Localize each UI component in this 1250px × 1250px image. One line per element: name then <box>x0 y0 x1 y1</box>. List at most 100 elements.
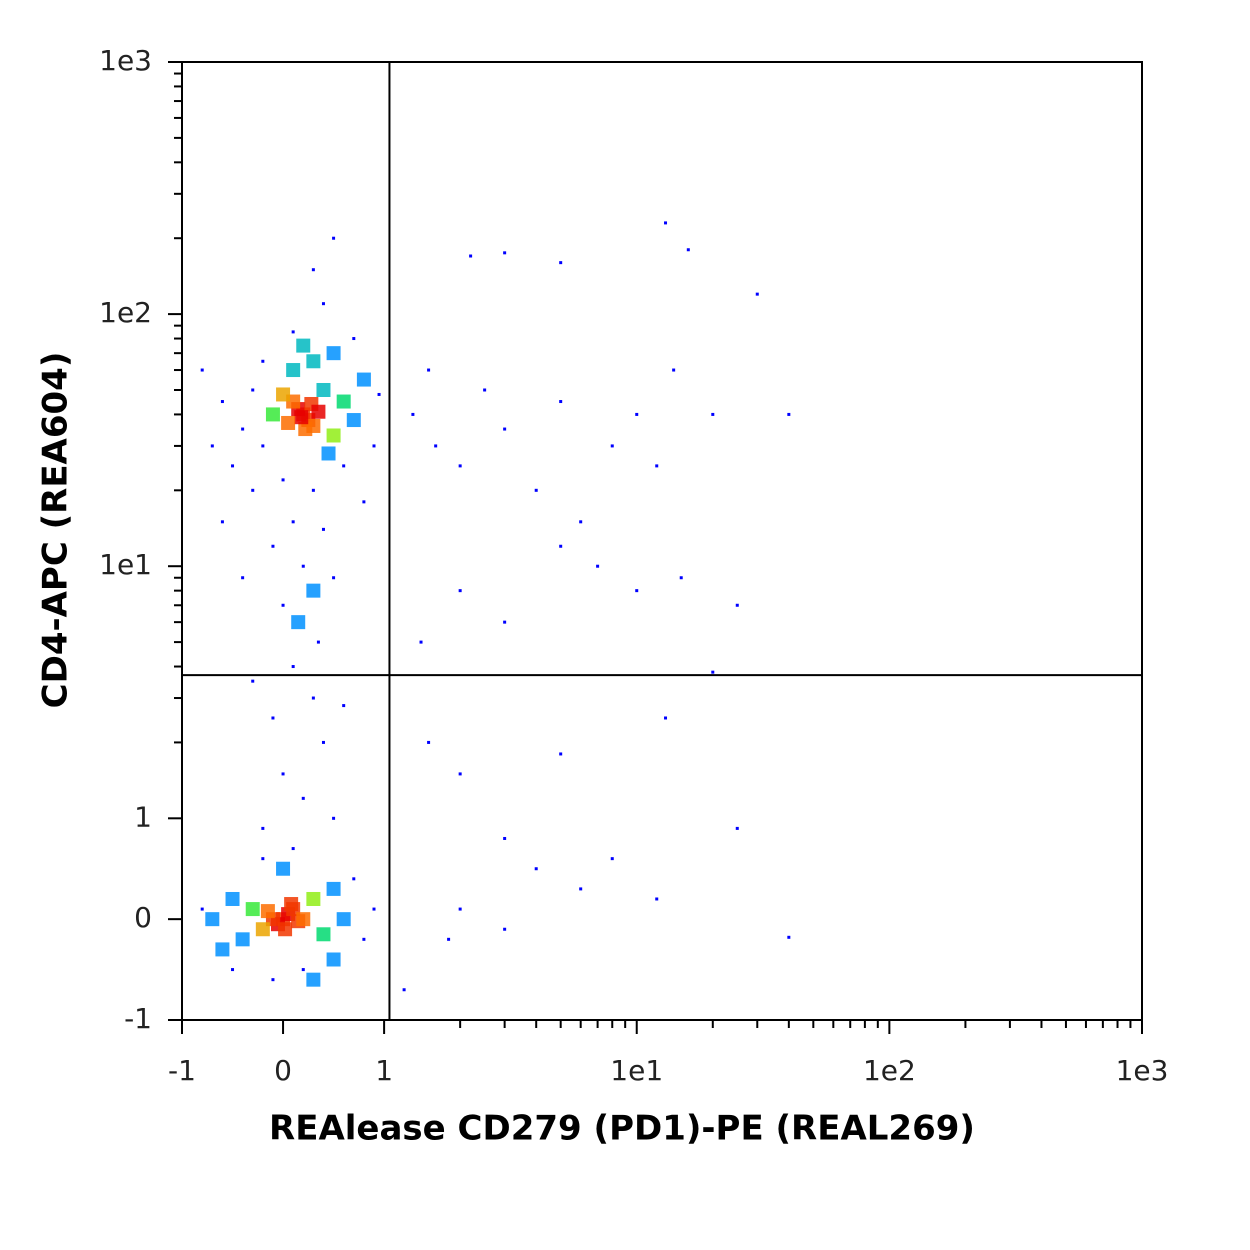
x-tick-label: -1 <box>168 1054 196 1087</box>
y-tick-label: 1 <box>134 800 152 833</box>
event-point <box>419 640 423 644</box>
event-point <box>265 407 280 422</box>
event-point <box>311 268 315 272</box>
event-point <box>301 564 305 568</box>
event-point <box>301 796 305 800</box>
event-point <box>735 603 739 607</box>
event-point <box>610 444 614 448</box>
event-point <box>225 891 240 906</box>
event-point <box>664 221 668 225</box>
event-point <box>664 716 668 720</box>
event-point <box>210 444 214 448</box>
event-point <box>231 968 235 972</box>
event-point <box>503 927 507 931</box>
event-point <box>235 932 250 947</box>
x-tick-label: 0 <box>274 1054 292 1087</box>
event-point <box>711 412 715 416</box>
event-point <box>787 935 791 939</box>
event-point <box>503 836 507 840</box>
event-point <box>336 912 351 927</box>
event-point <box>291 847 295 851</box>
event-point <box>296 912 311 927</box>
event-point <box>679 576 683 580</box>
event-point <box>534 867 538 871</box>
event-point <box>356 372 371 387</box>
x-tick-label: 1e3 <box>1116 1054 1169 1087</box>
event-point <box>241 427 245 431</box>
x-tick-label: 1e1 <box>610 1054 663 1087</box>
event-point <box>281 772 285 776</box>
event-point <box>352 337 356 341</box>
y-tick-label: 1e2 <box>99 296 152 329</box>
event-point <box>200 907 204 911</box>
y-axis-title: CD4-APC (REA604) <box>36 352 76 709</box>
event-point <box>655 464 659 468</box>
event-point <box>251 488 255 492</box>
event-point <box>311 404 326 419</box>
event-point <box>321 527 325 531</box>
event-point <box>231 464 235 468</box>
event-point <box>220 400 224 404</box>
event-point <box>261 359 265 363</box>
event-point <box>503 427 507 431</box>
event-point <box>534 488 538 492</box>
x-axis-title: REAlease CD279 (PD1)-PE (REAL269) <box>269 1109 975 1149</box>
event-point <box>559 752 563 756</box>
event-point <box>276 861 291 876</box>
event-point <box>458 907 462 911</box>
event-point <box>215 942 230 957</box>
event-point <box>321 302 325 306</box>
event-point <box>503 251 507 255</box>
event-point <box>447 937 451 941</box>
event-point <box>362 937 366 941</box>
event-point <box>346 413 361 428</box>
event-point <box>579 887 583 891</box>
event-point <box>332 236 336 240</box>
event-point <box>251 679 255 683</box>
event-point <box>281 478 285 482</box>
event-point <box>291 615 306 630</box>
event-point <box>469 254 473 258</box>
event-point <box>635 589 639 593</box>
plot-frame <box>181 61 1143 1021</box>
event-point <box>427 740 431 744</box>
event-point <box>326 346 341 361</box>
event-point <box>326 952 341 967</box>
event-point <box>326 428 341 443</box>
event-point <box>316 640 320 644</box>
event-point <box>271 716 275 720</box>
event-point <box>735 826 739 830</box>
event-point <box>276 387 291 402</box>
event-point <box>559 261 563 265</box>
event-point <box>245 902 260 917</box>
event-point <box>251 388 255 392</box>
event-point <box>352 877 356 881</box>
event-point <box>241 576 245 580</box>
event-point <box>787 412 791 416</box>
event-point <box>298 422 313 437</box>
y-tick-label: 0 <box>134 901 152 934</box>
event-point <box>255 922 270 937</box>
event-point <box>332 816 336 820</box>
event-point <box>306 354 321 369</box>
y-tick-label: 1e1 <box>99 548 152 581</box>
event-point <box>306 583 321 598</box>
event-point <box>284 897 299 912</box>
event-point <box>427 368 431 372</box>
event-point <box>434 444 438 448</box>
event-point <box>377 392 381 396</box>
event-point <box>635 412 639 416</box>
event-point <box>336 394 351 409</box>
event-point <box>296 338 311 353</box>
event-point <box>559 400 563 404</box>
event-point <box>316 382 331 397</box>
event-point <box>271 544 275 548</box>
event-point <box>311 696 315 700</box>
event-point <box>332 576 336 580</box>
event-point <box>596 564 600 568</box>
event-point <box>579 520 583 524</box>
event-point <box>402 988 406 992</box>
event-point <box>483 388 487 392</box>
